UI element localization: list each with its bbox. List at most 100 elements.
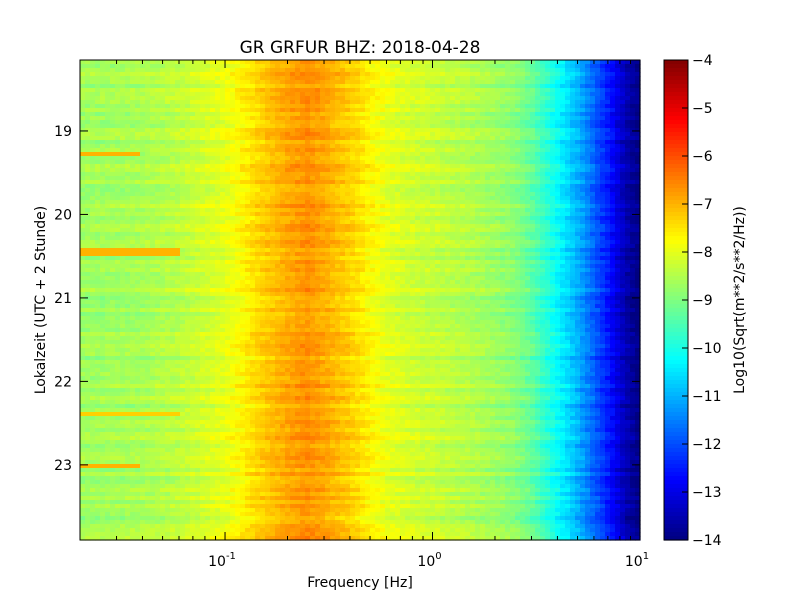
- spectrogram-cell: [425, 84, 431, 89]
- spectrogram-cell: [105, 216, 111, 221]
- spectrogram-cell: [145, 184, 151, 189]
- spectrogram-cell: [340, 160, 346, 165]
- spectrogram-cell: [80, 108, 86, 113]
- spectrogram-cell: [550, 136, 556, 141]
- spectrogram-cell: [355, 132, 361, 137]
- spectrogram-cell: [355, 104, 361, 109]
- spectrogram-cell: [580, 216, 586, 221]
- spectrogram-cell: [85, 92, 91, 97]
- spectrogram-cell: [625, 112, 631, 117]
- spectrogram-cell: [165, 64, 171, 69]
- spectrogram-cell: [285, 80, 291, 85]
- spectrogram-cell: [575, 220, 581, 225]
- spectrogram-cell: [130, 124, 136, 129]
- spectrogram-cell: [605, 144, 611, 149]
- spectrogram-cell: [280, 76, 286, 81]
- spectrogram-cell: [195, 200, 201, 205]
- spectrogram-cell: [515, 60, 521, 65]
- spectrogram-cell: [330, 232, 336, 237]
- spectrogram-cell: [480, 104, 486, 109]
- spectrogram-cell: [380, 128, 386, 133]
- spectrogram-cell: [205, 92, 211, 97]
- spectrogram-cell: [505, 80, 511, 85]
- spectrogram-cell: [170, 144, 176, 149]
- spectrogram-cell: [235, 88, 241, 93]
- spectrogram-cell: [545, 168, 551, 173]
- spectrogram-cell: [215, 192, 221, 197]
- spectrogram-cell: [215, 96, 221, 101]
- spectrogram-cell: [390, 148, 396, 153]
- spectrogram-cell: [235, 104, 241, 109]
- spectrogram-cell: [215, 116, 221, 121]
- spectrogram-cell: [450, 80, 456, 85]
- spectrogram-cell: [260, 208, 266, 213]
- spectrogram-cell: [130, 148, 136, 153]
- spectrogram-cell: [635, 124, 641, 129]
- spectrogram-cell: [455, 228, 461, 233]
- spectrogram-cell: [310, 84, 316, 89]
- spectrogram-cell: [590, 160, 596, 165]
- spectrogram-cell: [505, 140, 511, 145]
- spectrogram-cell: [260, 172, 266, 177]
- spectrogram-cell: [180, 128, 186, 133]
- spectrogram-cell: [125, 152, 131, 157]
- spectrogram-cell: [405, 76, 411, 81]
- spectrogram-cell: [625, 104, 631, 109]
- spectrogram-cell: [360, 188, 366, 193]
- spectrogram-cell: [200, 108, 206, 113]
- spectrogram-cell: [105, 84, 111, 89]
- spectrogram-cell: [230, 164, 236, 169]
- spectrogram-cell: [430, 68, 436, 73]
- spectrogram-cell: [140, 104, 146, 109]
- spectrogram-cell: [300, 160, 306, 165]
- spectrogram-cell: [375, 120, 381, 125]
- spectrogram-cell: [310, 96, 316, 101]
- spectrogram-cell: [245, 200, 251, 205]
- spectrogram-cell: [345, 184, 351, 189]
- spectrogram-cell: [245, 184, 251, 189]
- spectrogram-cell: [115, 176, 121, 181]
- spectrogram-cell: [170, 168, 176, 173]
- spectrogram-cell: [440, 216, 446, 221]
- spectrogram-cell: [600, 168, 606, 173]
- spectrogram-cell: [515, 184, 521, 189]
- spectrogram-cell: [175, 216, 181, 221]
- spectrogram-cell: [580, 108, 586, 113]
- spectrogram-cell: [510, 204, 516, 209]
- spectrogram-cell: [450, 120, 456, 125]
- spectrogram-cell: [215, 164, 221, 169]
- spectrogram-cell: [350, 132, 356, 137]
- spectrogram-cell: [500, 208, 506, 213]
- spectrogram-cell: [225, 216, 231, 221]
- spectrogram-cell: [460, 188, 466, 193]
- spectrogram-cell: [155, 72, 161, 77]
- spectrogram-cell: [345, 96, 351, 101]
- spectrogram-cell: [470, 152, 476, 157]
- spectrogram-cell: [610, 128, 616, 133]
- spectrogram-cell: [340, 224, 346, 229]
- spectrogram-cell: [175, 152, 181, 157]
- spectrogram-cell: [330, 100, 336, 105]
- spectrogram-cell: [430, 192, 436, 197]
- spectrogram-cell: [210, 140, 216, 145]
- spectrogram-cell: [140, 112, 146, 117]
- spectrogram-cell: [375, 152, 381, 157]
- spectrogram-cell: [545, 120, 551, 125]
- spectrogram-cell: [255, 148, 261, 153]
- spectrogram-cell: [260, 236, 266, 241]
- spectrogram-cell: [535, 60, 541, 65]
- spectrogram-cell: [555, 156, 561, 161]
- spectrogram-cell: [390, 184, 396, 189]
- spectrogram-cell: [95, 188, 101, 193]
- spectrogram-cell: [400, 76, 406, 81]
- spectrogram-cell: [220, 212, 226, 217]
- spectrogram-cell: [240, 172, 246, 177]
- spectrogram-cell: [410, 92, 416, 97]
- spectrogram-cell: [220, 180, 226, 185]
- spectrogram-cell: [575, 128, 581, 133]
- spectrogram-cell: [480, 172, 486, 177]
- spectrogram-cell: [385, 176, 391, 181]
- spectrogram-cell: [345, 88, 351, 93]
- spectrogram-cell: [455, 68, 461, 73]
